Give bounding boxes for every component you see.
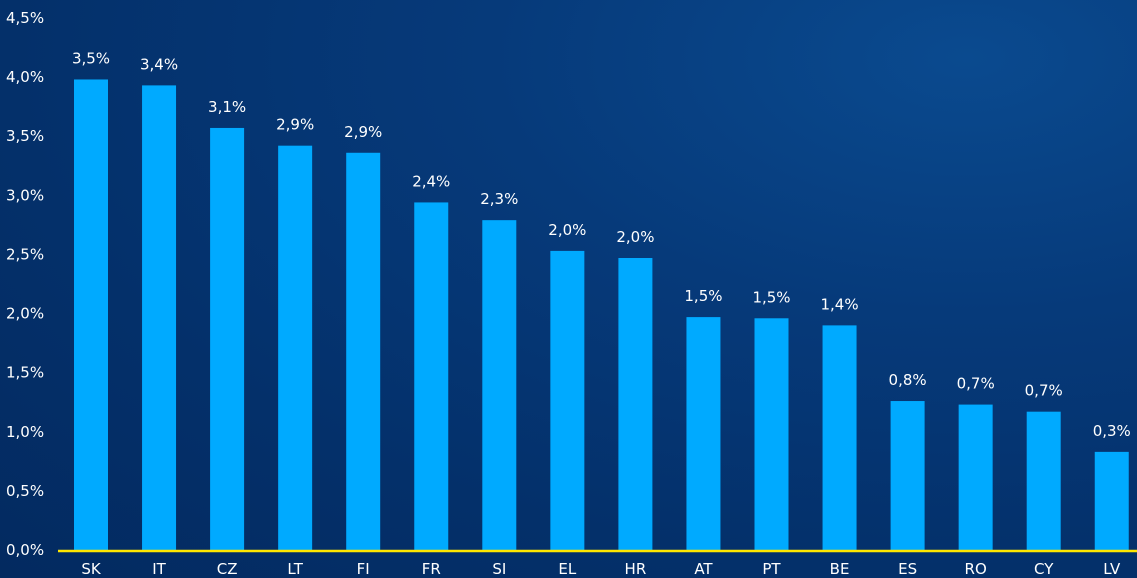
- data-label: 0,8%: [889, 371, 927, 389]
- data-label: 2,0%: [548, 221, 586, 239]
- bar-hr: [618, 257, 653, 550]
- y-tick-label: 4,0%: [6, 68, 44, 86]
- data-label: 1,5%: [752, 288, 790, 306]
- data-label: 0,7%: [957, 375, 995, 393]
- bar-lt: [278, 145, 313, 550]
- y-tick-label: 1,0%: [6, 423, 44, 441]
- bar-fi: [346, 152, 381, 551]
- data-label: 3,5%: [72, 49, 110, 67]
- bars: [74, 79, 1129, 551]
- bar-pt: [754, 318, 789, 550]
- x-tick-label: LV: [1103, 560, 1121, 578]
- y-axis: 0,0% 0,5% 1,0% 1,5% 2,0% 2,5% 3,0% 3,5% 4,0% 4,5%: [6, 9, 44, 559]
- y-tick-label: 2,5%: [6, 245, 44, 263]
- x-tick-label: SI: [492, 560, 506, 578]
- x-tick-label: SK: [81, 560, 102, 578]
- x-tick-label: PT: [762, 560, 781, 578]
- y-tick-label: 3,0%: [6, 186, 44, 204]
- y-tick-label: 3,5%: [6, 127, 44, 145]
- data-label: 2,9%: [344, 123, 382, 141]
- x-tick-label: HR: [625, 560, 647, 578]
- bar-be: [822, 325, 857, 550]
- bar-el: [550, 250, 585, 551]
- data-label: 0,3%: [1093, 422, 1131, 440]
- data-label: 2,9%: [276, 116, 314, 134]
- data-label: 1,4%: [820, 295, 858, 313]
- x-tick-label: CZ: [217, 560, 238, 578]
- bar-ro: [958, 404, 993, 550]
- data-label: 2,3%: [480, 190, 518, 208]
- bar-si: [482, 220, 517, 550]
- data-label: 3,4%: [140, 55, 178, 73]
- data-label: 2,4%: [412, 172, 450, 190]
- y-tick-label: 1,5%: [6, 364, 44, 382]
- bar-it: [142, 85, 177, 551]
- x-tick-label: RO: [965, 560, 987, 578]
- bar-es: [890, 401, 925, 550]
- x-tick-label: ES: [898, 560, 917, 578]
- y-tick-label: 4,5%: [6, 9, 44, 27]
- data-label: 3,1%: [208, 98, 246, 116]
- y-tick-label: 0,5%: [6, 482, 44, 500]
- data-labels: 3,5% 3,4% 3,1% 2,9% 2,9% 2,4% 2,3% 2,0% 2,0% 1,5%…: [72, 49, 1131, 439]
- data-label: 1,5%: [684, 287, 722, 305]
- bar-fr: [414, 202, 449, 550]
- x-axis: SK IT CZ LT FI FR SI EL HR AT PT BE ES RO CY LV: [81, 560, 1121, 578]
- x-tick-label: FI: [357, 560, 370, 578]
- x-tick-label: EL: [558, 560, 576, 578]
- y-tick-label: 2,0%: [6, 305, 44, 323]
- y-tick-label: 0,0%: [6, 541, 44, 559]
- x-tick-label: BE: [830, 560, 850, 578]
- data-label: 2,0%: [616, 228, 654, 246]
- bar-cy: [1026, 411, 1061, 550]
- bar-at: [686, 317, 721, 550]
- data-label: 0,7%: [1025, 382, 1063, 400]
- x-tick-label: IT: [152, 560, 166, 578]
- x-tick-label: AT: [694, 560, 713, 578]
- x-tick-label: FR: [422, 560, 441, 578]
- bar-cz: [210, 127, 245, 551]
- bar-sk: [74, 79, 108, 550]
- x-tick-label: LT: [287, 560, 303, 578]
- x-tick-label: CY: [1034, 560, 1054, 578]
- bar-lv: [1094, 451, 1129, 550]
